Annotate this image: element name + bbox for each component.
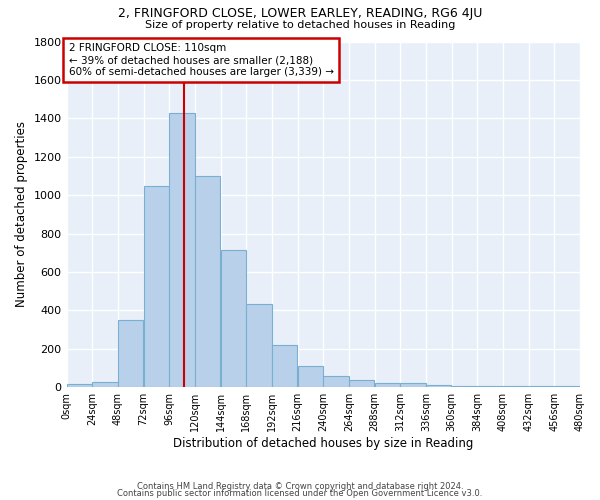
Bar	[144, 186, 169, 388]
Text: 2 FRINGFORD CLOSE: 110sqm
← 39% of detached houses are smaller (2,188)
60% of se: 2 FRINGFORD CLOSE: 110sqm ← 39% of detac…	[68, 44, 334, 76]
Bar	[92, 382, 118, 388]
Bar	[67, 384, 92, 388]
Text: Size of property relative to detached houses in Reading: Size of property relative to detached ho…	[145, 20, 455, 30]
Bar	[221, 250, 246, 388]
Bar	[349, 380, 374, 388]
Bar	[503, 386, 529, 388]
Y-axis label: Number of detached properties: Number of detached properties	[15, 122, 28, 308]
Bar	[375, 382, 400, 388]
Bar	[298, 366, 323, 388]
Bar	[169, 112, 195, 388]
Bar	[452, 386, 477, 388]
Bar	[195, 176, 220, 388]
Text: Contains public sector information licensed under the Open Government Licence v3: Contains public sector information licen…	[118, 490, 482, 498]
Bar	[272, 345, 298, 388]
Bar	[426, 386, 451, 388]
Bar	[118, 320, 143, 388]
X-axis label: Distribution of detached houses by size in Reading: Distribution of detached houses by size …	[173, 437, 473, 450]
Bar	[554, 386, 580, 388]
Bar	[478, 386, 503, 388]
Bar	[400, 384, 426, 388]
Bar	[247, 304, 272, 388]
Bar	[323, 376, 349, 388]
Text: Contains HM Land Registry data © Crown copyright and database right 2024.: Contains HM Land Registry data © Crown c…	[137, 482, 463, 491]
Bar	[529, 386, 554, 388]
Text: 2, FRINGFORD CLOSE, LOWER EARLEY, READING, RG6 4JU: 2, FRINGFORD CLOSE, LOWER EARLEY, READIN…	[118, 8, 482, 20]
